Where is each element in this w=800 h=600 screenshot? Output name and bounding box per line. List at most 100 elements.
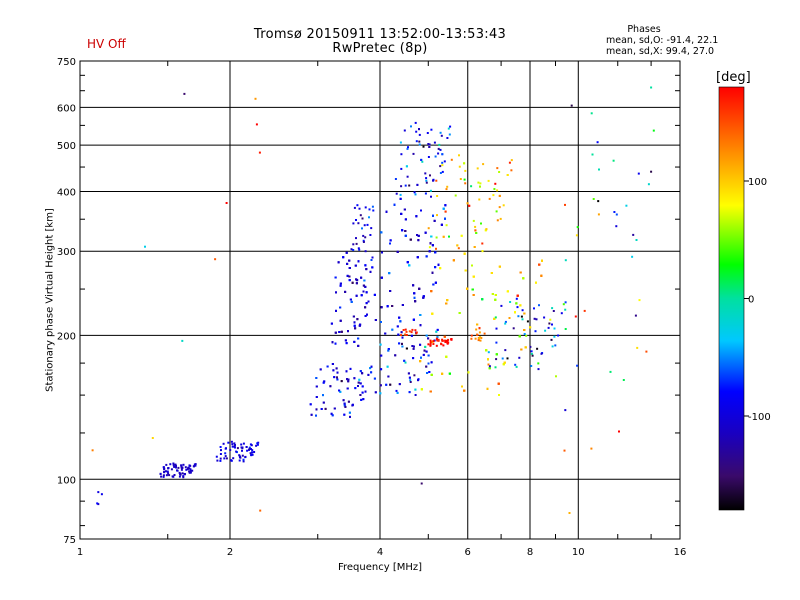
data-point	[515, 365, 518, 368]
data-point	[529, 326, 532, 329]
data-point	[356, 318, 359, 321]
data-point	[385, 210, 388, 213]
data-point	[479, 339, 482, 342]
data-point	[416, 256, 419, 259]
data-point	[509, 301, 512, 303]
data-point	[364, 250, 367, 253]
data-point	[342, 256, 345, 259]
data-point	[445, 302, 448, 305]
data-point	[403, 359, 406, 362]
data-point	[413, 374, 416, 377]
data-point	[410, 125, 412, 128]
data-point	[348, 275, 351, 278]
data-point	[464, 169, 467, 172]
data-point	[481, 242, 484, 245]
data-point	[437, 147, 440, 150]
data-point	[598, 168, 600, 171]
data-point	[407, 372, 410, 375]
data-point	[413, 345, 415, 348]
data-point	[540, 352, 543, 355]
data-point	[224, 455, 227, 458]
data-point	[441, 153, 444, 156]
data-point	[399, 320, 402, 323]
data-point	[360, 294, 363, 297]
data-point	[404, 234, 407, 237]
data-point	[350, 300, 353, 303]
data-point	[347, 380, 350, 383]
phases-o-stats: mean, sd,O: -91.4, 22.1	[606, 35, 719, 46]
data-point	[176, 469, 178, 472]
data-point	[522, 277, 525, 280]
data-point	[447, 341, 450, 344]
data-point	[631, 255, 634, 258]
data-point	[531, 354, 534, 357]
data-point	[413, 296, 416, 299]
data-point	[568, 512, 571, 514]
data-point	[356, 279, 359, 282]
data-point	[179, 473, 182, 476]
data-point	[242, 442, 245, 445]
data-point	[564, 203, 566, 206]
data-point	[172, 462, 175, 465]
data-point	[173, 474, 176, 476]
data-point	[442, 207, 445, 210]
x-tick-label: 1	[77, 547, 83, 558]
data-point	[345, 251, 348, 254]
data-point	[417, 234, 420, 237]
data-point	[214, 258, 217, 261]
data-point	[470, 337, 473, 340]
data-point	[563, 449, 566, 452]
data-point	[554, 344, 557, 347]
data-point	[446, 185, 449, 188]
data-point	[516, 306, 519, 309]
data-point	[504, 320, 507, 323]
data-point	[246, 449, 249, 452]
data-point	[360, 276, 363, 279]
data-point	[487, 358, 489, 361]
data-point	[422, 353, 425, 356]
data-point	[346, 387, 349, 390]
x-tick-label: 8	[527, 547, 533, 558]
data-point	[645, 350, 648, 353]
data-point	[618, 430, 620, 433]
data-point	[510, 159, 513, 162]
data-point	[425, 350, 428, 353]
data-point	[446, 137, 449, 139]
data-point	[219, 446, 222, 448]
data-point	[475, 328, 478, 331]
data-point	[523, 333, 526, 335]
data-point	[424, 345, 427, 348]
data-point	[435, 247, 437, 250]
data-point	[517, 315, 520, 318]
data-point	[189, 471, 192, 474]
data-point	[370, 371, 373, 374]
data-point	[446, 299, 449, 302]
data-point	[339, 284, 342, 287]
data-point	[251, 449, 254, 452]
data-point	[338, 389, 341, 392]
data-point	[547, 326, 550, 329]
y-tick-label: 750	[57, 57, 76, 68]
data-point	[420, 482, 423, 485]
data-point	[443, 160, 446, 163]
data-point	[385, 383, 388, 386]
data-point	[407, 146, 409, 149]
data-point	[464, 269, 467, 272]
data-point	[177, 466, 180, 469]
data-point	[255, 123, 258, 126]
data-point	[425, 179, 428, 182]
data-point	[162, 475, 165, 478]
plot-subtitle: RwPretec (8p)	[332, 41, 428, 56]
data-point	[428, 246, 431, 249]
data-point	[474, 337, 477, 340]
data-point	[234, 446, 236, 449]
data-point	[334, 276, 337, 279]
data-point	[540, 274, 543, 277]
data-point	[535, 318, 538, 321]
data-point	[400, 334, 402, 337]
data-point	[315, 377, 318, 379]
data-point	[374, 319, 377, 321]
data-point	[416, 234, 418, 236]
data-point	[431, 271, 434, 274]
data-point	[435, 330, 438, 333]
